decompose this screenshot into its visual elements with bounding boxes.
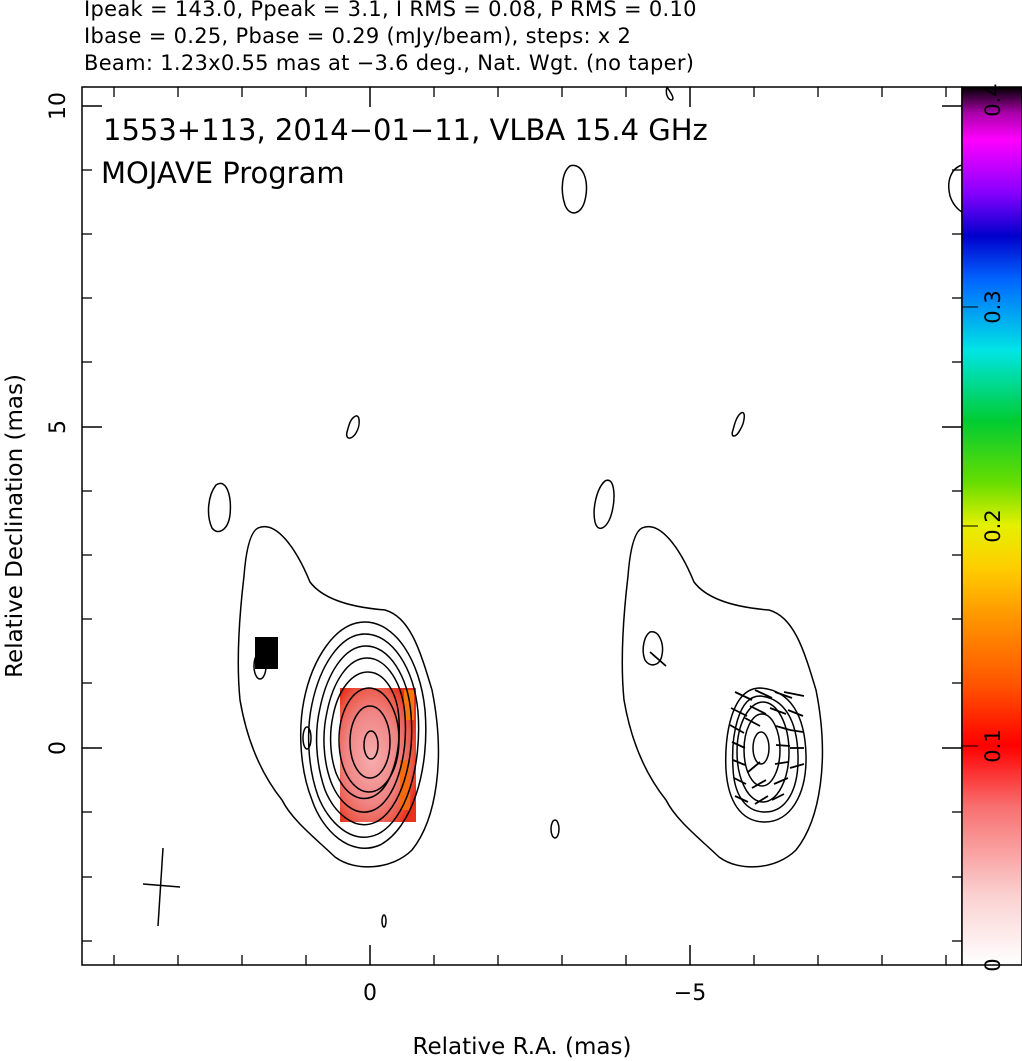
noise-contour-g (381, 914, 387, 928)
evpa-tick (769, 707, 787, 715)
beam-major-axis (157, 847, 164, 927)
right-contour-3 (731, 695, 799, 813)
left-contour-4 (315, 645, 413, 826)
colorbar-label-0: 0 (981, 958, 1005, 971)
noise-contour-c (561, 164, 588, 214)
evpa-tick (749, 705, 767, 715)
right-contour-4 (736, 701, 790, 803)
chart-title-line-2: MOJAVE Program (101, 156, 345, 190)
x-tick-label-minus5: −5 (674, 981, 706, 1006)
evpa-tick (751, 779, 767, 789)
left-outer-contour (237, 525, 440, 868)
evpa-tick (732, 759, 746, 766)
colorbar: 0 0.1 0.2 0.3 0.4 (961, 83, 1022, 972)
colorbar-label-0.3: 0.3 (981, 290, 1005, 323)
colorbar-label-0.2: 0.2 (981, 509, 1005, 542)
left-contour-8 (349, 705, 391, 779)
pol-edge-patch-2 (400, 760, 410, 810)
black-pixel-cluster (255, 637, 278, 669)
right-knot-contour (642, 631, 664, 666)
noise-contour-i (593, 479, 615, 530)
evpa-tick (783, 691, 805, 697)
x-tick-label-0: 0 (363, 981, 377, 1006)
evpa-tick (731, 741, 746, 749)
evpa-tick (789, 729, 804, 733)
contour-layer (207, 87, 962, 928)
noise-contour-h (731, 411, 745, 437)
right-contour-6 (752, 731, 770, 765)
noise-contour-d (665, 87, 674, 101)
colorbar-label-0.1: 0.1 (981, 729, 1005, 762)
plot-frame (81, 86, 963, 966)
left-knot-contour (253, 652, 267, 680)
pol-intensity-map (255, 637, 416, 822)
y-tick-label-0: 0 (46, 741, 71, 755)
minor-ticks (82, 87, 962, 965)
evpa-tick (754, 689, 773, 699)
evpa-tick (730, 707, 748, 717)
evpa-vectors (649, 651, 805, 805)
evpa-tick (734, 795, 749, 803)
evpa-tick (649, 651, 667, 667)
beam-minor-axis (142, 883, 181, 888)
right-outer-contour (621, 525, 824, 868)
noise-contour-e (948, 164, 962, 213)
left-contour-2 (299, 621, 427, 850)
left-contour-6 (329, 671, 400, 800)
header-line-3: Beam: 1.23x0.55 mas at −3.6 deg., Nat. W… (84, 51, 695, 75)
evpa-tick (789, 763, 805, 769)
evpa-tick (773, 777, 789, 785)
x-axis-label: Relative R.A. (mas) (413, 1034, 632, 1060)
evpa-tick (747, 761, 761, 773)
evpa-tick (787, 709, 804, 717)
left-contour-9 (363, 730, 379, 760)
evpa-tick (775, 744, 791, 747)
header-line-2: Ibase = 0.25, Pbase = 0.29 (mJy/beam), s… (84, 24, 632, 48)
right-contour-2 (724, 687, 807, 823)
evpa-tick (733, 777, 747, 785)
y-tick-label-10: 10 (46, 92, 71, 120)
evpa-tick (774, 691, 793, 699)
left-contour-3 (307, 633, 420, 838)
noise-contour-b (345, 415, 360, 439)
beam-marker (142, 847, 181, 927)
evpa-tick (771, 793, 785, 801)
major-ticks (82, 87, 962, 965)
noise-contour-f (550, 819, 560, 839)
colorbar-label-0.4: 0.4 (981, 83, 1005, 116)
y-tick-label-5: 5 (46, 420, 71, 434)
left-contour-7 (338, 687, 400, 793)
evpa-tick (754, 795, 769, 805)
evpa-tick (734, 691, 753, 701)
left-small-contour (302, 726, 312, 750)
evpa-tick (729, 724, 745, 734)
chart-title-line-1: 1553+113, 2014−01−11, VLBA 15.4 GHz (103, 113, 708, 147)
left-contour-5 (323, 657, 407, 813)
header-line-1: Ipeak = 143.0, Ppeak = 3.1, I RMS = 0.08… (84, 0, 697, 21)
y-axis-label: Relative Declination (mas) (2, 374, 28, 678)
evpa-tick (774, 761, 789, 765)
noise-contour-a (207, 482, 232, 533)
colorbar-ticks (962, 86, 978, 966)
evpa-tick (775, 725, 791, 731)
evpa-tick (744, 717, 761, 727)
pol-edge-patch-1 (404, 690, 414, 720)
right-contour-5 (743, 713, 781, 787)
